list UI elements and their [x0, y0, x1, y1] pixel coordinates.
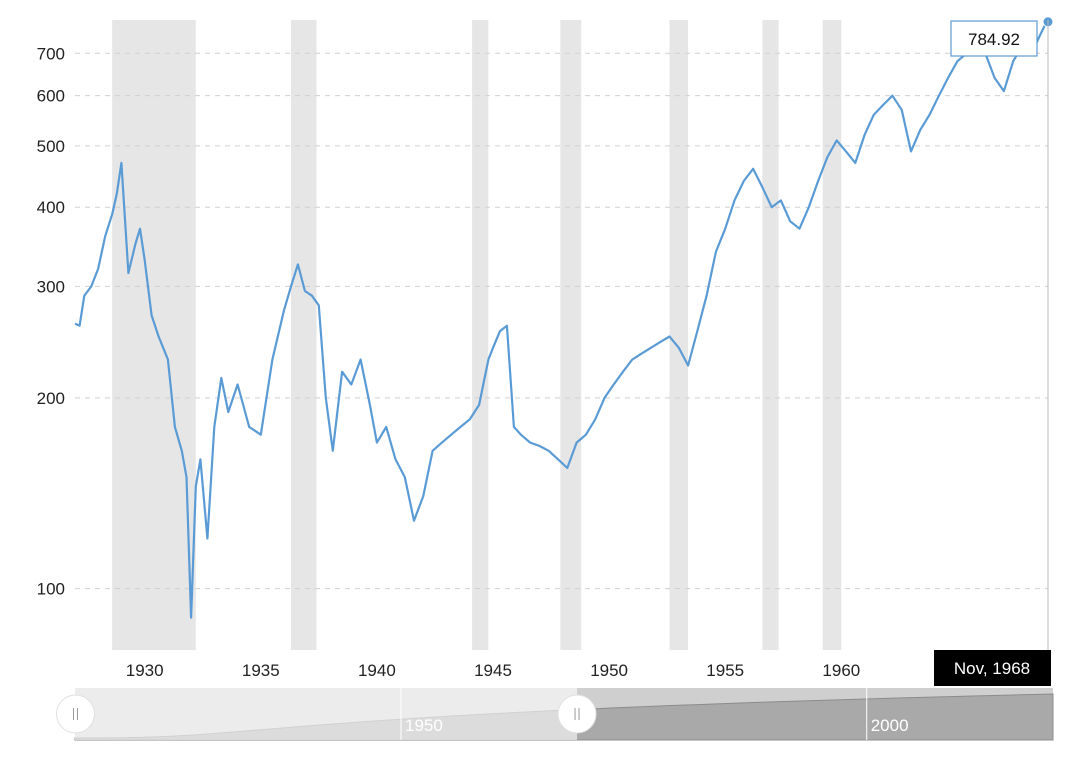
y-gridlines: [75, 52, 1048, 590]
tooltip-box: [950, 20, 1038, 57]
y-tick-label: 400: [37, 198, 65, 217]
recession-band: [669, 20, 689, 650]
navigator-label: 1950: [405, 716, 443, 735]
crosshair-date-label: Nov, 1968: [934, 20, 1051, 686]
handle-circle[interactable]: [557, 694, 597, 734]
x-tick-label: 1955: [706, 661, 744, 680]
x-tick-label: 1945: [474, 661, 512, 680]
crosshair-date-box: [934, 650, 1051, 686]
x-axis-ticks: 1930 1935 1940 1945 1950 1955 1960: [126, 661, 860, 680]
y-tick-label: 600: [37, 87, 65, 106]
y-axis-ticks: 100 200 300 400 500 600 700: [37, 44, 65, 598]
y-tick-label: 300: [37, 277, 65, 296]
recession-band: [472, 20, 489, 650]
value-tooltip: 784.92: [950, 16, 1054, 57]
recession-band: [822, 20, 842, 650]
handle-circle[interactable]: [56, 694, 95, 734]
recession-bands: [112, 20, 842, 650]
x-tick-label: 1935: [242, 661, 280, 680]
y-tick-label: 700: [37, 44, 65, 63]
navigator-label: 2000: [871, 716, 909, 735]
recession-band: [290, 20, 317, 650]
y-tick-label: 100: [37, 580, 65, 599]
series-line: [74, 20, 1049, 619]
crosshair-date-text: Nov, 1968: [954, 659, 1030, 678]
recession-band: [560, 20, 582, 650]
range-navigator[interactable]: 1950 2000: [56, 688, 1054, 741]
x-tick-label: 1940: [358, 661, 396, 680]
tooltip-value: 784.92: [968, 30, 1020, 49]
x-tick-label: 1950: [590, 661, 628, 680]
recession-band: [762, 20, 779, 650]
navigator-left-handle[interactable]: [56, 694, 95, 734]
recession-band: [112, 20, 196, 650]
x-tick-label: 1930: [126, 661, 164, 680]
navigator-right-handle[interactable]: [557, 694, 597, 734]
x-tick-label: 1960: [822, 661, 860, 680]
series-layer: [74, 20, 1049, 619]
navigator-selection[interactable]: [75, 688, 578, 740]
y-tick-label: 500: [37, 137, 65, 156]
y-tick-label: 200: [37, 389, 65, 408]
